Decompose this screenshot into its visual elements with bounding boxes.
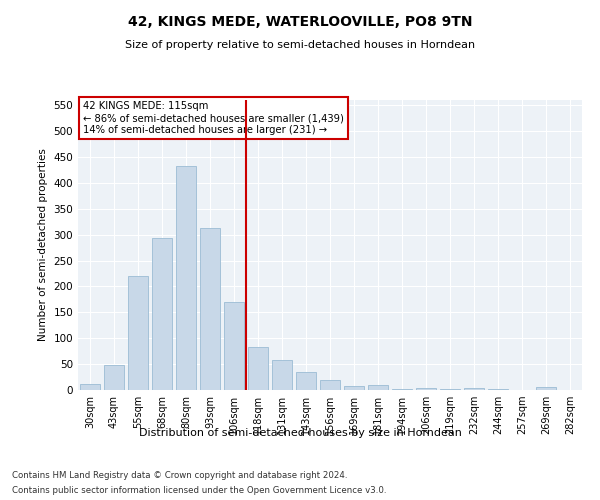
Text: 42 KINGS MEDE: 115sqm
← 86% of semi-detached houses are smaller (1,439)
14% of s: 42 KINGS MEDE: 115sqm ← 86% of semi-deta… (83, 102, 344, 134)
Bar (128, 276, 148, 390)
Bar (152, 238, 172, 390)
Bar (392, 389, 412, 390)
Text: Distribution of semi-detached houses by size in Horndean: Distribution of semi-detached houses by … (139, 428, 461, 438)
Text: Size of property relative to semi-detached houses in Horndean: Size of property relative to semi-detach… (125, 40, 475, 50)
Y-axis label: Number of semi-detached properties: Number of semi-detached properties (38, 148, 48, 342)
Text: 42, KINGS MEDE, WATERLOOVILLE, PO8 9TN: 42, KINGS MEDE, WATERLOOVILLE, PO8 9TN (128, 15, 472, 29)
Bar (344, 386, 364, 390)
Bar (104, 365, 124, 390)
Bar (176, 166, 196, 390)
Bar (248, 347, 268, 390)
Bar (416, 388, 436, 390)
Bar (368, 385, 388, 390)
Bar (272, 360, 292, 390)
Bar (296, 372, 316, 390)
Text: Contains HM Land Registry data © Crown copyright and database right 2024.: Contains HM Land Registry data © Crown c… (12, 471, 347, 480)
Bar (200, 228, 220, 390)
Bar (464, 388, 484, 390)
Bar (536, 388, 556, 390)
Text: Contains public sector information licensed under the Open Government Licence v3: Contains public sector information licen… (12, 486, 386, 495)
Bar (224, 302, 244, 390)
Bar (80, 384, 100, 390)
Bar (320, 380, 340, 390)
